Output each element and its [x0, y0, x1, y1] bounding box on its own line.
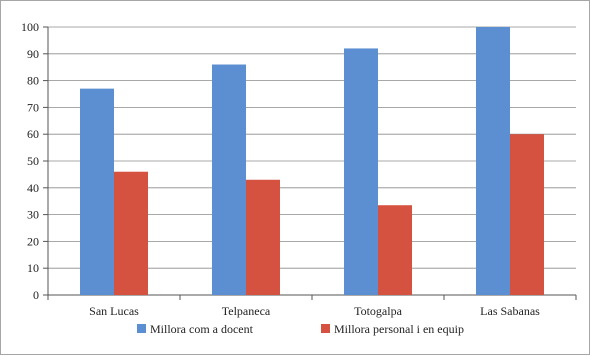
- y-tick-label: 50: [27, 154, 39, 168]
- y-tick-label: 100: [21, 20, 39, 34]
- bars: [80, 27, 544, 295]
- bar-millora-docent-3: [476, 27, 510, 295]
- y-tick-label: 20: [27, 234, 39, 248]
- y-tick-label: 10: [27, 261, 39, 275]
- legend-swatch-0: [137, 324, 146, 333]
- y-tick-label: 40: [27, 181, 39, 195]
- x-tick-labels: San Lucas Telpaneca Totogalpa Las Sabanas: [89, 304, 540, 318]
- y-tick-labels: 0 10 20 30 40 50 60 70 80 90 100: [21, 20, 39, 302]
- bar-millora-docent-1: [212, 64, 246, 295]
- y-tick-label: 0: [33, 288, 39, 302]
- legend-swatch-1: [321, 324, 330, 333]
- y-tick-label: 90: [27, 47, 39, 61]
- x-tick-label: Totogalpa: [354, 304, 402, 318]
- legend-label-1: Millora personal i en equip: [334, 322, 464, 336]
- y-tick-label: 80: [27, 74, 39, 88]
- bar-millora-docent-2: [344, 48, 378, 295]
- y-tick-label: 30: [27, 208, 39, 222]
- bar-millora-personal-3: [510, 134, 544, 295]
- bar-millora-personal-2: [378, 205, 412, 295]
- y-tick-label: 60: [27, 127, 39, 141]
- legend-label-0: Millora com a docent: [150, 322, 254, 336]
- legend: Millora com a docent Millora personal i e…: [137, 322, 464, 336]
- bar-millora-personal-0: [114, 171, 148, 295]
- bar-millora-docent-0: [80, 88, 114, 295]
- y-tick-label: 70: [27, 100, 39, 114]
- x-tick-label: Telpaneca: [222, 304, 271, 318]
- x-tick-label: San Lucas: [89, 304, 139, 318]
- bar-millora-personal-1: [246, 179, 280, 295]
- x-tick-label: Las Sabanas: [480, 304, 540, 318]
